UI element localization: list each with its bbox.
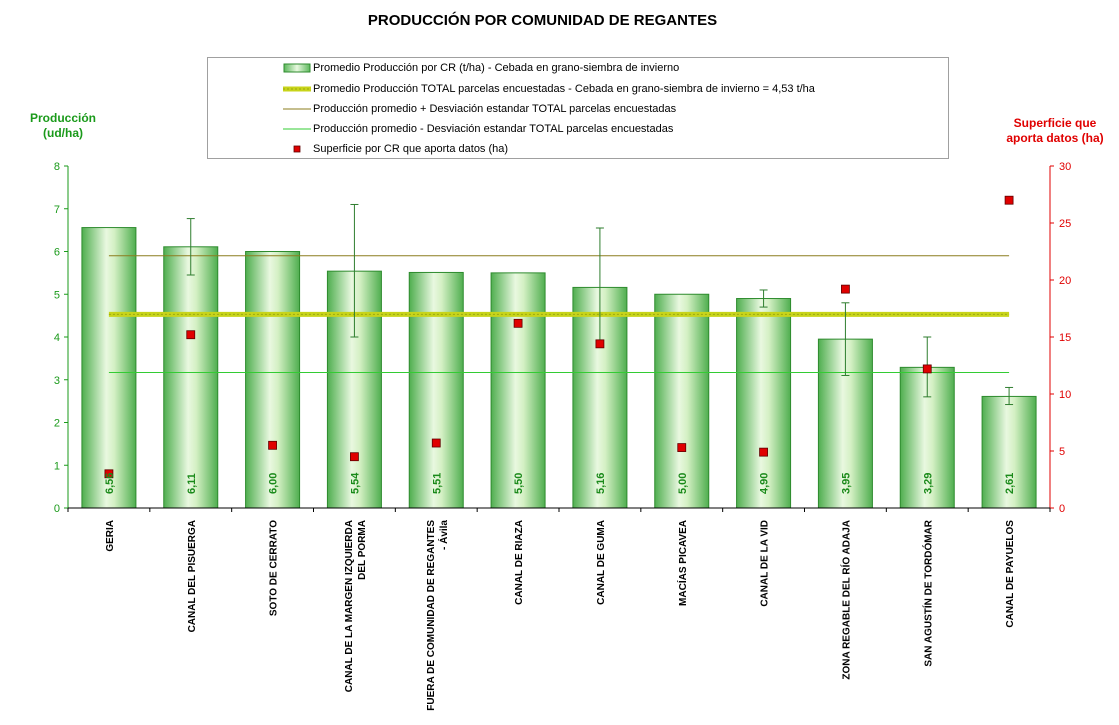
legend-swatch-mean: [283, 86, 311, 92]
category-label-7: MACÍAS PICAVEA: [676, 520, 689, 606]
y-right-tick-label-0: 0: [1059, 503, 1065, 515]
chart-title: PRODUCCIÓN POR COMUNIDAD DE REGANTES: [367, 12, 718, 29]
legend-label-bars: Promedio Producción por CR (t/ha) - Ceba…: [313, 62, 680, 74]
error-bar-11: [1005, 386, 1014, 406]
y-left-tick-label-7: 7: [54, 204, 60, 216]
y-axis-right-title: Superficie que aporta datos (ha): [1006, 116, 1104, 145]
superficie-point-9: [841, 284, 850, 294]
bar-7: [654, 293, 710, 509]
bar-2: [245, 251, 301, 509]
legend-label-points: Superficie por CR que aporta datos (ha): [313, 143, 509, 155]
category-label-8: CANAL DE LA VID: [760, 520, 771, 607]
legend-label-mean: Promedio Producción TOTAL parcelas encue…: [313, 83, 815, 95]
legend-item-lower: Producción promedio - Desviación estanda…: [283, 121, 674, 137]
y-left-tick-label-8: 8: [54, 161, 60, 173]
bar-value-label-5: 5,50: [513, 473, 525, 494]
superficie-point-1: [186, 330, 196, 340]
y-right-tick-label-4: 20: [1059, 275, 1071, 287]
bar-value-label-6: 5,16: [595, 473, 607, 494]
bar-value-label-7: 5,00: [677, 473, 689, 494]
legend-label-upper: Producción promedio + Desviación estanda…: [313, 103, 677, 115]
legend-item-mean: Promedio Producción TOTAL parcelas encue…: [283, 81, 815, 97]
category-label-3-line-1: DEL PORMA: [357, 520, 368, 580]
chart-legend: Promedio Producción por CR (t/ha) - Ceba…: [207, 57, 949, 159]
bar-11: [981, 395, 1037, 509]
superficie-point-2: [268, 440, 277, 450]
superficie-point-5: [513, 318, 523, 328]
category-label-6: CANAL DE GUMA: [596, 520, 607, 605]
legend-label-lower: Producción promedio - Desviación estanda…: [313, 123, 674, 135]
bar-value-label-9: 3,95: [840, 473, 852, 494]
y-right-tick-label-2: 10: [1059, 389, 1071, 401]
category-label-2: SOTO DE CERRATO: [269, 520, 280, 616]
legend-swatch-upper: [283, 108, 311, 110]
bar-value-label-2: 6,00: [268, 473, 280, 494]
superficie-point-6: [595, 339, 605, 349]
category-label-3-line-0: CANAL DE LA MARGEN IZQUIERDA: [344, 520, 355, 692]
superficie-point-7: [677, 443, 687, 452]
y-left-tick-label-3: 3: [54, 375, 60, 387]
bar-value-label-11: 2,61: [1004, 473, 1016, 494]
error-bar-1: [186, 218, 195, 276]
category-label-4-line-1: - Ávila: [437, 520, 450, 550]
bar-value-label-4: 5,51: [431, 473, 443, 494]
bar-value-label-10: 3,29: [922, 473, 934, 494]
y-left-tick-label-6: 6: [54, 247, 60, 259]
superficie-point-10: [922, 364, 932, 374]
legend-swatch-lower: [283, 128, 311, 130]
bar-value-label-0: 6,56: [104, 473, 116, 494]
y-left-tick-label-1: 1: [54, 460, 60, 472]
superficie-point-8: [759, 447, 768, 457]
legend-item-points: Superficie por CR que aporta datos (ha): [293, 141, 509, 157]
error-bar-8: [759, 289, 768, 308]
bar-0: [81, 227, 137, 509]
legend-item-upper: Producción promedio + Desviación estanda…: [283, 101, 677, 117]
category-label-4-line-0: FUERA DE COMUNIDAD DE REGANTES: [426, 520, 437, 711]
y-left-tick-label-5: 5: [54, 289, 60, 301]
superficie-point-0: [104, 469, 114, 479]
superficie-point-3: [350, 452, 359, 462]
category-label-0: GERIA: [105, 520, 116, 552]
y-axis-left-title: Producción (ud/ha): [29, 111, 96, 140]
category-label-10: SAN AGUSTÍN DE TORDÓMAR: [921, 519, 934, 666]
legend-item-bars: Promedio Producción por CR (t/ha) - Ceba…: [283, 60, 680, 76]
category-label-5: CANAL DE RIAZA: [514, 520, 525, 605]
category-label-1: CANAL DEL PISUERGA: [187, 520, 198, 632]
category-label-11: CANAL DE PAYUELOS: [1005, 520, 1016, 628]
y-left-tick-label-2: 2: [54, 418, 60, 430]
bar-value-label-8: 4,90: [759, 473, 771, 494]
error-bar-3: [350, 203, 359, 338]
y-right-tick-label-6: 30: [1059, 161, 1071, 173]
bar-1: [163, 246, 219, 509]
error-bar-9: [841, 302, 850, 376]
category-label-9: ZONA REGABLE DEL RÍO ADAJA: [839, 520, 852, 680]
bar-value-label-1: 6,11: [186, 473, 198, 494]
bar-value-label-3: 5,54: [349, 472, 361, 494]
legend-swatch-bars: [283, 63, 311, 73]
y-left-tick-label-4: 4: [54, 332, 60, 344]
bar-8: [736, 298, 792, 509]
y-right-tick-label-5: 25: [1059, 218, 1071, 230]
superficie-point-11: [1004, 195, 1014, 205]
superficie-point-4: [431, 438, 441, 448]
y-right-tick-label-3: 15: [1059, 332, 1071, 344]
y-right-tick-label-1: 5: [1059, 446, 1065, 458]
y-left-tick-label-0: 0: [54, 503, 60, 515]
legend-swatch-points: [293, 145, 301, 153]
